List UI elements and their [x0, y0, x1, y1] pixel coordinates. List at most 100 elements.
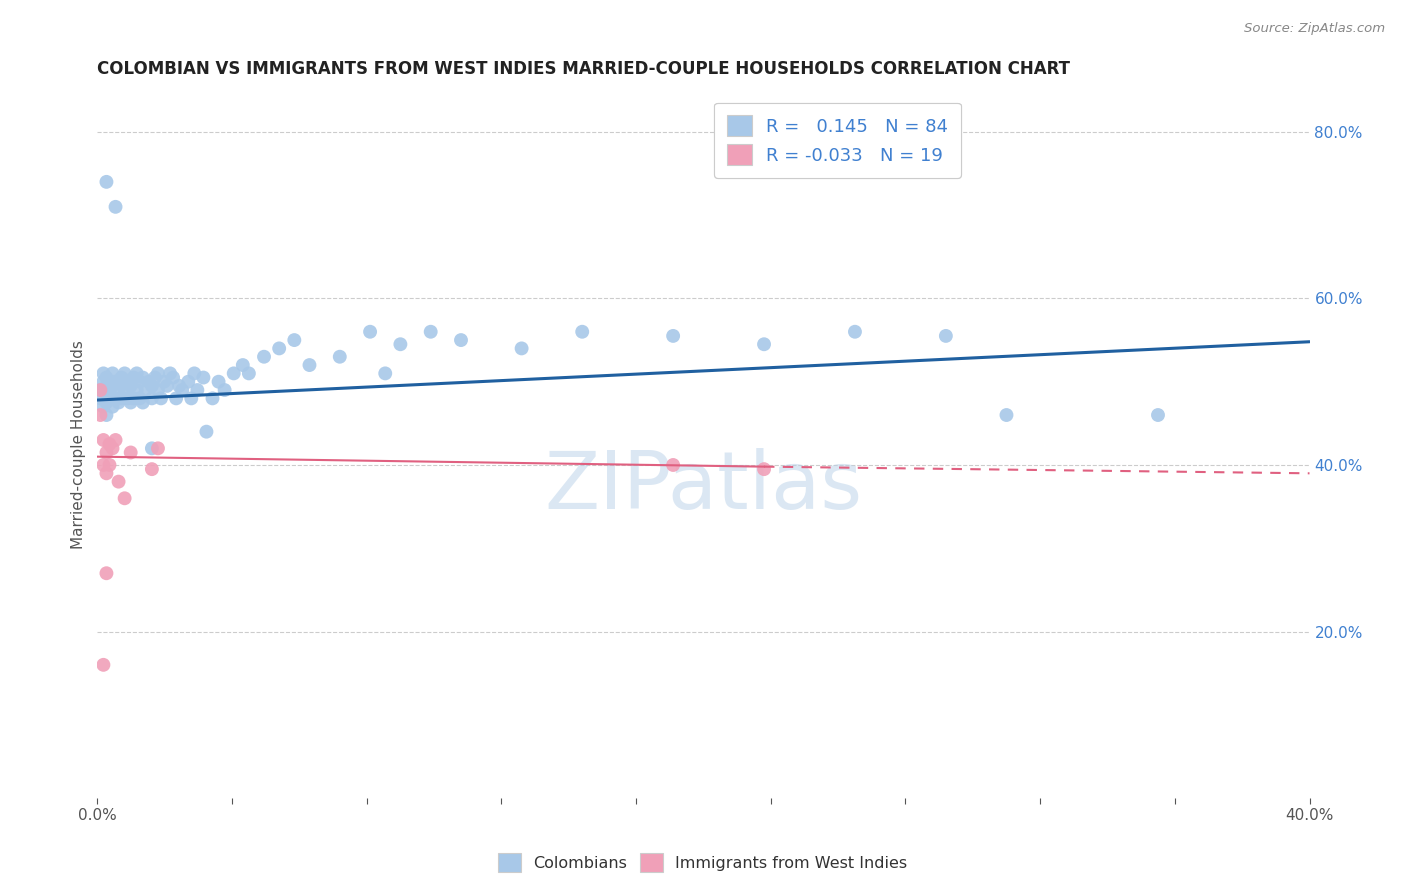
Point	[104, 200, 127, 214]
Point	[207, 375, 229, 389]
Point	[98, 375, 121, 389]
Point	[104, 375, 127, 389]
Point	[89, 392, 111, 406]
Point	[101, 442, 124, 456]
Point	[183, 367, 205, 381]
Point	[132, 370, 155, 384]
Point	[995, 408, 1018, 422]
Point	[253, 350, 276, 364]
Point	[122, 370, 145, 384]
Point	[165, 392, 187, 406]
Point	[844, 325, 866, 339]
Point	[96, 379, 118, 393]
Point	[752, 462, 775, 476]
Point	[125, 383, 148, 397]
Point	[120, 445, 142, 459]
Point	[96, 395, 118, 409]
Point	[238, 367, 260, 381]
Point	[571, 325, 593, 339]
Point	[110, 370, 132, 384]
Point	[146, 367, 169, 381]
Point	[214, 383, 236, 397]
Point	[117, 392, 139, 406]
Point	[96, 566, 118, 581]
Point	[89, 383, 111, 397]
Point	[104, 392, 127, 406]
Point	[120, 395, 142, 409]
Point	[298, 358, 321, 372]
Point	[153, 375, 176, 389]
Point	[98, 383, 121, 397]
Point	[104, 433, 127, 447]
Point	[125, 367, 148, 381]
Point	[96, 445, 118, 459]
Point	[1147, 408, 1170, 422]
Point	[141, 462, 163, 476]
Point	[128, 392, 150, 406]
Y-axis label: Married-couple Households: Married-couple Households	[72, 340, 86, 549]
Point	[89, 383, 111, 397]
Legend: R =   0.145   N = 84, R = -0.033   N = 19: R = 0.145 N = 84, R = -0.033 N = 19	[714, 103, 962, 178]
Point	[662, 458, 685, 472]
Point	[93, 458, 115, 472]
Point	[201, 392, 224, 406]
Point	[177, 375, 200, 389]
Legend: Colombians, Immigrants from West Indies: Colombians, Immigrants from West Indies	[491, 845, 915, 880]
Text: ZIPatlas: ZIPatlas	[544, 448, 862, 525]
Point	[359, 325, 381, 339]
Point	[146, 383, 169, 397]
Point	[935, 329, 957, 343]
Point	[269, 342, 291, 356]
Point	[150, 392, 173, 406]
Point	[93, 433, 115, 447]
Point	[419, 325, 441, 339]
Point	[329, 350, 352, 364]
Point	[156, 379, 179, 393]
Point	[101, 379, 124, 393]
Point	[96, 175, 118, 189]
Point	[107, 383, 129, 397]
Point	[141, 442, 163, 456]
Point	[93, 400, 115, 414]
Point	[389, 337, 412, 351]
Point	[101, 367, 124, 381]
Point	[93, 657, 115, 672]
Point	[96, 467, 118, 481]
Point	[195, 425, 218, 439]
Point	[107, 475, 129, 489]
Point	[101, 400, 124, 414]
Point	[159, 367, 181, 381]
Point	[162, 370, 184, 384]
Point	[186, 383, 208, 397]
Point	[89, 408, 111, 422]
Text: COLOMBIAN VS IMMIGRANTS FROM WEST INDIES MARRIED-COUPLE HOUSEHOLDS CORRELATION C: COLOMBIAN VS IMMIGRANTS FROM WEST INDIES…	[97, 60, 1070, 78]
Point	[114, 491, 136, 506]
Point	[167, 379, 190, 393]
Point	[374, 367, 396, 381]
Point	[96, 370, 118, 384]
Point	[122, 392, 145, 406]
Point	[120, 379, 142, 393]
Point	[132, 395, 155, 409]
Point	[146, 442, 169, 456]
Point	[110, 392, 132, 406]
Point	[232, 358, 254, 372]
Point	[193, 370, 215, 384]
Point	[128, 375, 150, 389]
Point	[752, 337, 775, 351]
Text: Source: ZipAtlas.com: Source: ZipAtlas.com	[1244, 22, 1385, 36]
Point	[283, 333, 305, 347]
Point	[93, 367, 115, 381]
Point	[510, 342, 533, 356]
Point	[135, 383, 157, 397]
Point	[96, 408, 118, 422]
Point	[98, 392, 121, 406]
Point	[93, 375, 115, 389]
Point	[114, 367, 136, 381]
Point	[143, 370, 166, 384]
Point	[98, 458, 121, 472]
Point	[107, 395, 129, 409]
Point	[117, 375, 139, 389]
Point	[98, 437, 121, 451]
Point	[172, 383, 194, 397]
